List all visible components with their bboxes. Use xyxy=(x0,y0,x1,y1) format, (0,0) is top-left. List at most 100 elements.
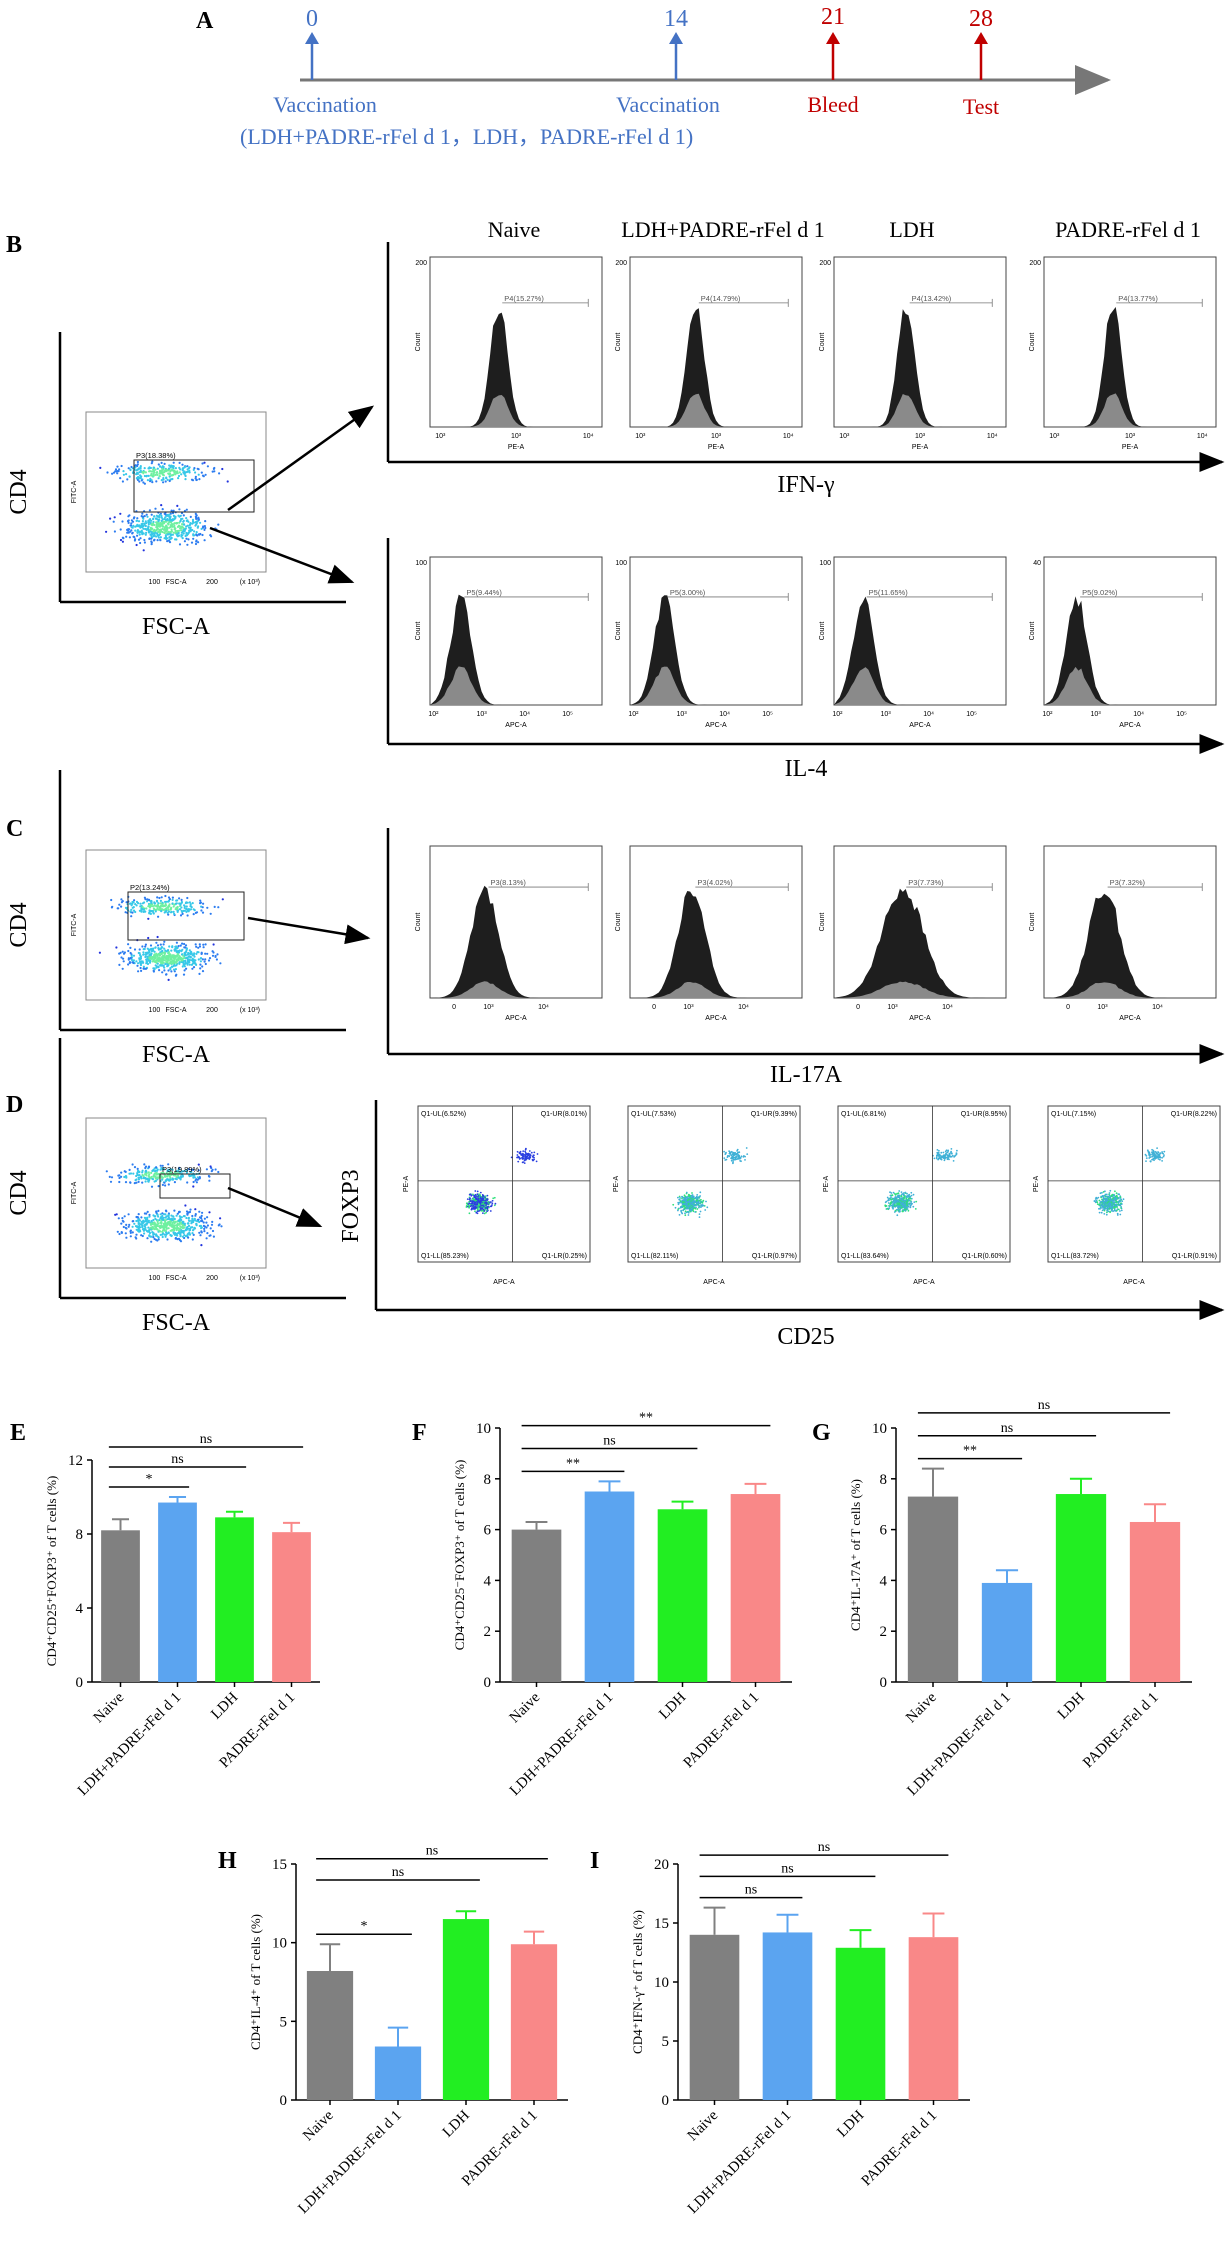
event-dot xyxy=(520,1154,523,1156)
event-dot xyxy=(489,1205,492,1208)
significance-label: ns xyxy=(392,1865,404,1880)
event-dot xyxy=(160,1224,163,1227)
event-dot xyxy=(174,964,177,967)
inner-x-label: APC-A xyxy=(913,1279,935,1286)
event-dot xyxy=(217,1170,220,1174)
event-dot xyxy=(891,1198,893,1201)
event-dot xyxy=(698,1205,701,1207)
event-dot xyxy=(1148,1151,1151,1154)
event-dot xyxy=(192,537,195,540)
event-dot xyxy=(158,1225,161,1228)
event-dot xyxy=(157,477,160,480)
event-dot xyxy=(694,1211,697,1213)
event-dot xyxy=(1106,1206,1109,1209)
bar xyxy=(511,1529,562,1682)
quadrant-lr: Q1-LR(0.97%) xyxy=(752,1253,797,1260)
event-dot xyxy=(131,520,135,523)
x-tick-label: Naive xyxy=(91,1689,128,1726)
event-dot xyxy=(173,912,176,916)
event-dot xyxy=(936,1149,939,1151)
event-dot xyxy=(142,1174,145,1178)
gate-label: P3(7.73%) xyxy=(908,878,944,887)
event-dot xyxy=(200,527,203,531)
event-dot xyxy=(133,1166,137,1169)
quadrant-ur: Q1-UR(9.39%) xyxy=(751,1111,797,1118)
event-dot xyxy=(187,1217,190,1220)
event-dot xyxy=(940,1151,943,1154)
event-dot xyxy=(131,1231,134,1234)
event-dot xyxy=(135,543,138,547)
event-dot xyxy=(197,1218,200,1221)
event-dot xyxy=(162,1171,165,1174)
y-tick-label: 5 xyxy=(280,2014,288,2030)
event-dot xyxy=(120,1171,123,1174)
event-dot xyxy=(186,963,189,966)
event-dot xyxy=(139,477,142,480)
event-dot xyxy=(152,1236,155,1239)
quadrant-ul: Q1-UL(7.53%) xyxy=(631,1111,676,1118)
event-dot xyxy=(947,1149,950,1152)
event-dot xyxy=(468,1202,471,1205)
event-dot xyxy=(140,1223,143,1226)
event-dot xyxy=(902,1197,905,1200)
event-dot xyxy=(486,1198,489,1201)
event-dot xyxy=(150,1240,153,1243)
event-dot xyxy=(1101,1209,1104,1212)
y-tick-label: 2 xyxy=(880,1624,888,1640)
event-dot xyxy=(160,514,163,518)
event-dot xyxy=(148,949,151,952)
event-dot xyxy=(118,1180,121,1184)
event-dot xyxy=(897,1192,900,1195)
quadrant-lr: Q1-LR(0.60%) xyxy=(962,1253,1007,1260)
event-dot xyxy=(99,466,102,469)
event-dot xyxy=(188,466,191,469)
count-label: Count xyxy=(415,333,422,352)
event-dot xyxy=(175,1176,178,1179)
event-dot xyxy=(203,539,206,542)
event-dot xyxy=(698,1199,701,1202)
event-dot xyxy=(168,464,171,467)
event-dot xyxy=(1116,1196,1118,1198)
event-dot xyxy=(149,518,152,521)
event-dot xyxy=(98,951,101,954)
event-dot xyxy=(146,515,149,518)
tick-label: 10³ xyxy=(635,433,646,440)
channel-label: APC-A xyxy=(1119,722,1141,729)
event-dot xyxy=(170,960,173,964)
event-dot xyxy=(167,906,170,909)
event-dot xyxy=(744,1159,746,1161)
event-dot xyxy=(138,471,141,474)
event-dot xyxy=(171,518,174,522)
event-dot xyxy=(174,531,177,534)
panel-letter: C xyxy=(6,816,23,842)
event-dot xyxy=(180,473,183,476)
event-dot xyxy=(120,898,123,901)
tick-label: 10³ xyxy=(677,711,688,718)
event-dot xyxy=(891,1200,894,1203)
event-dot xyxy=(739,1160,741,1162)
event-dot xyxy=(180,906,183,909)
event-dot xyxy=(194,542,198,546)
event-dot xyxy=(897,1208,899,1211)
event-dot xyxy=(192,468,195,471)
event-dot xyxy=(143,538,146,542)
event-dot xyxy=(476,1201,479,1203)
histogram-frame xyxy=(429,256,603,428)
event-dot xyxy=(696,1202,698,1204)
event-dot xyxy=(129,910,132,913)
inner-x-label: FSC-A xyxy=(166,579,187,586)
event-dot xyxy=(180,511,184,515)
y-axis-label: CD4⁺IL-17A⁺ of T cells (%) xyxy=(848,1479,863,1631)
event-dot xyxy=(903,1203,906,1206)
event-dot xyxy=(948,1152,951,1155)
event-dot xyxy=(912,1193,915,1196)
marker-il4: IL-4 xyxy=(785,756,828,782)
event-dot xyxy=(730,1150,733,1153)
event-dot xyxy=(132,517,135,520)
event-dot xyxy=(130,908,133,911)
event-dot xyxy=(488,1202,491,1205)
event-dot xyxy=(908,1195,911,1198)
event-dot xyxy=(163,940,166,943)
event-dot xyxy=(474,1190,477,1192)
